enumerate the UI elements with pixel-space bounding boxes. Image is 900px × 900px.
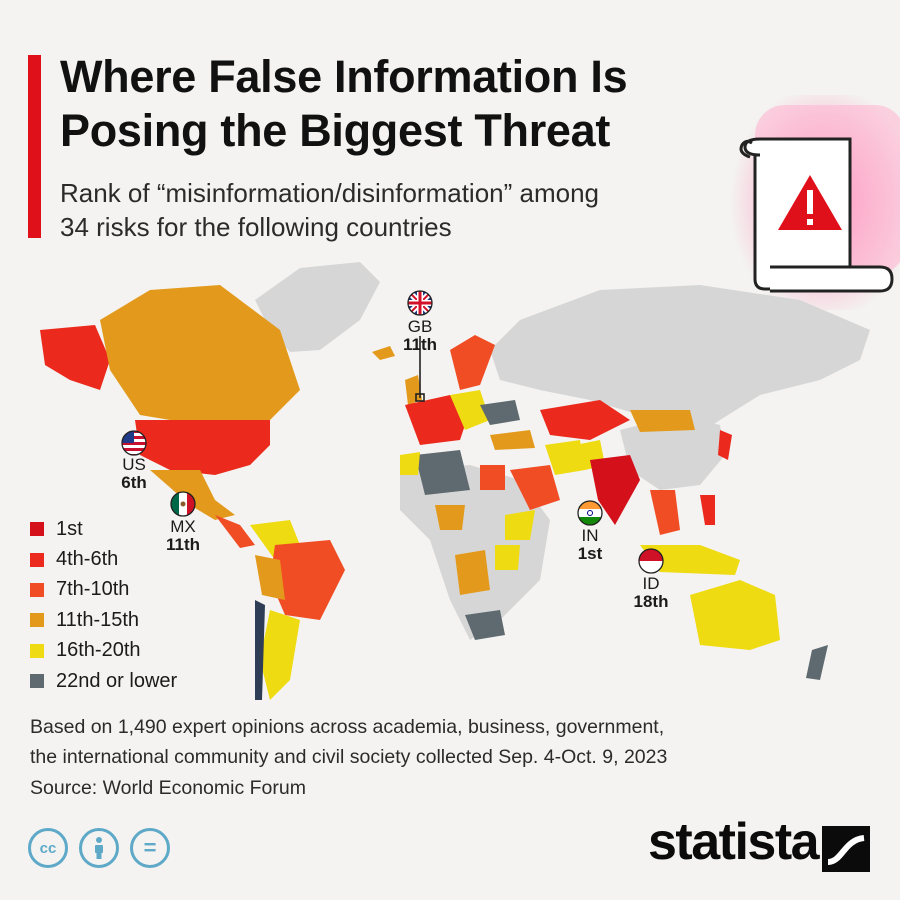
statista-logo-mark [822,826,870,872]
legend-swatch [30,674,44,689]
attribution-icon[interactable] [79,828,119,868]
india [590,455,640,525]
kazakhstan [540,400,630,440]
iceland [372,346,395,360]
southeast-asia [650,490,680,535]
callout-in: IN 1st [577,526,603,563]
legend-item: 11th-15th [30,605,177,635]
legend-item: 1st [30,514,177,544]
legend-swatch [30,552,44,567]
page-title: Where False Information Is Posing the Bi… [60,51,628,156]
mexico [150,470,235,520]
india-flag-icon [577,500,603,526]
license-icons: cc = [28,828,170,868]
central-europe [450,390,490,430]
central-america [215,515,255,548]
greenland [255,262,380,352]
philippines [700,495,715,525]
nigeria [435,505,465,530]
title-accent-bar [28,55,41,238]
uk [405,375,422,405]
egypt [480,465,505,490]
south-africa [465,610,505,640]
page-subtitle: Rank of “misinformation/disinformation” … [60,178,599,242]
alaska [40,325,110,390]
source-credit: Source: World Economic Forum [30,777,306,799]
legend-swatch [30,582,44,597]
world-map [0,240,900,710]
china-no-data [620,415,725,490]
iran [545,440,585,475]
argentina [260,610,300,700]
western-europe [405,395,470,445]
drc [455,550,490,595]
turkey [490,430,535,450]
legend-item: 4th-6th [30,544,177,574]
legend-swatch [30,613,44,628]
callout-gb: GB 11th [402,317,438,354]
scandinavia [450,335,495,390]
ukraine [480,400,520,425]
cc-icon[interactable]: cc [28,828,68,868]
canada [100,285,300,425]
mexico-flag-icon [170,491,196,517]
russia-asia-no-data [490,285,870,445]
legend-swatch [30,522,44,537]
map-legend: 1st 4th-6th 7th-10th 11th-15th 16th-20th… [30,514,177,696]
brazil [270,540,345,620]
legend-item: 16th-20th [30,636,177,666]
north-africa-west [400,452,420,475]
warning-scroll-icon [730,95,900,310]
new-zealand [806,645,828,680]
chile [255,600,265,700]
algeria [415,450,470,495]
methodology-note: Based on 1,490 expert opinions across ac… [30,716,668,768]
mongolia [630,410,695,432]
callout-mx: MX 11th [165,517,201,554]
callout-id: ID 18th [633,574,669,611]
callout-us: US 6th [121,455,147,492]
kenya [495,545,520,570]
indonesia-flag-icon [638,548,664,574]
legend-swatch [30,643,44,658]
no-derivatives-icon[interactable]: = [130,828,170,868]
saudi-arabia [510,465,560,510]
legend-item: 7th-10th [30,575,177,605]
usa [135,420,270,475]
ethiopia [505,510,535,540]
statista-logo[interactable]: statista [648,813,820,871]
legend-item: 22nd or lower [30,666,177,696]
peru-bolivia [255,555,285,600]
uk-flag-icon [407,290,433,316]
australia [690,580,780,650]
us-flag-icon [121,430,147,456]
indonesia [640,545,740,575]
japan [718,430,732,460]
